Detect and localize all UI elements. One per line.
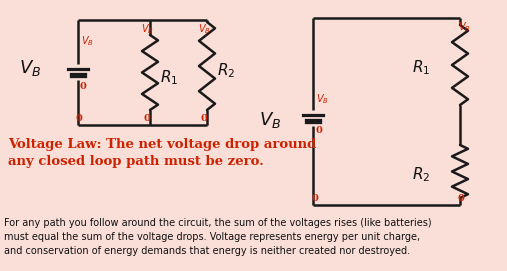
Text: 0: 0 (458, 194, 465, 203)
Text: Voltage Law: The net voltage drop around
any closed loop path must be zero.: Voltage Law: The net voltage drop around… (8, 138, 316, 168)
Text: $R_1$: $R_1$ (412, 59, 430, 77)
Text: $V_B$: $V_B$ (316, 92, 329, 106)
Text: $R_1$: $R_1$ (160, 68, 178, 87)
Text: 0: 0 (201, 114, 207, 123)
Text: For any path you follow around the circuit, the sum of the voltages rises (like : For any path you follow around the circu… (4, 218, 431, 228)
Text: 0: 0 (80, 82, 87, 91)
Text: $V_B$: $V_B$ (198, 22, 210, 36)
Text: $R_2$: $R_2$ (412, 165, 430, 184)
Text: $V_B$: $V_B$ (259, 110, 281, 130)
Text: $V_B$: $V_B$ (458, 20, 471, 34)
Text: 0: 0 (76, 114, 83, 123)
Text: and conservation of energy demands that energy is neither created nor destroyed.: and conservation of energy demands that … (4, 246, 410, 256)
Text: must equal the sum of the voltage drops. Voltage represents energy per unit char: must equal the sum of the voltage drops.… (4, 232, 420, 242)
Text: $V_B$: $V_B$ (81, 34, 94, 48)
Text: 0: 0 (311, 194, 318, 203)
Text: $R_2$: $R_2$ (217, 62, 235, 80)
Text: $V_B$: $V_B$ (140, 22, 154, 36)
Text: $V_B$: $V_B$ (19, 58, 41, 78)
Text: 0: 0 (143, 114, 151, 123)
Text: 0: 0 (315, 126, 322, 135)
